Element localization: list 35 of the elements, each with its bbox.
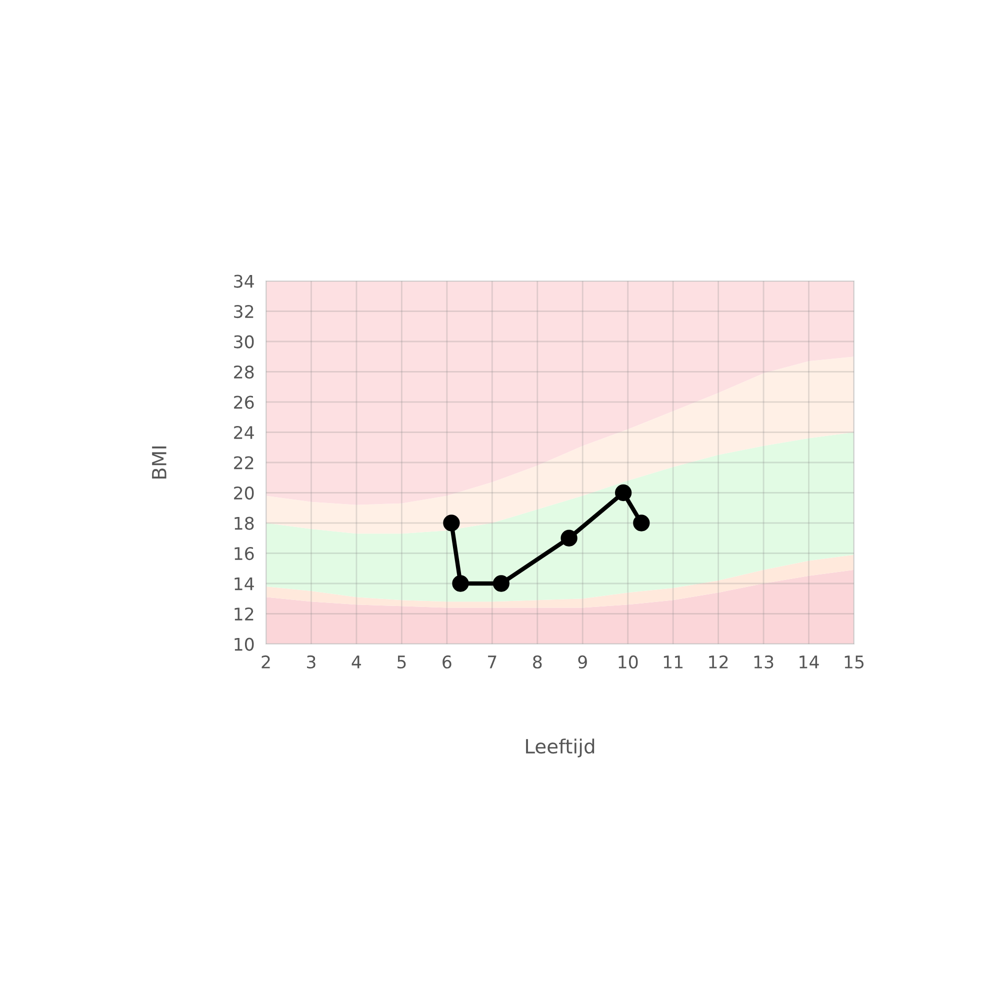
x-tick-label: 6 xyxy=(442,655,452,669)
x-tick-label: 8 xyxy=(533,655,542,669)
y-tick-label: 18 xyxy=(234,516,254,530)
y-tick-label: 16 xyxy=(234,546,254,560)
x-tick-label: 14 xyxy=(800,656,819,668)
y-tick-label: 34 xyxy=(234,274,254,288)
y-tick-label: 32 xyxy=(234,304,254,318)
x-tick-label: 7 xyxy=(488,656,496,668)
x-tick-label: 11 xyxy=(664,656,683,668)
x-tick-label: 15 xyxy=(844,656,864,669)
point xyxy=(443,514,460,532)
x-tick-label: 5 xyxy=(398,656,406,669)
point xyxy=(633,514,650,532)
y-tick-label: 10 xyxy=(234,638,254,651)
y-tick-label: 14 xyxy=(234,577,254,590)
x-tick-label: 2 xyxy=(262,655,270,668)
x-tick-label: 13 xyxy=(754,655,774,669)
x-tick-label: 12 xyxy=(709,655,728,668)
x-tick-label: 4 xyxy=(352,656,362,668)
y-tick-label: 26 xyxy=(234,396,254,409)
point xyxy=(614,484,632,502)
x-tick-label: 9 xyxy=(578,655,587,669)
x-tick-label: 10 xyxy=(618,655,638,669)
y-tick-label: 22 xyxy=(234,456,254,470)
y-tick-label: 20 xyxy=(234,486,254,500)
point xyxy=(492,575,510,592)
y-tick-label: 30 xyxy=(234,335,254,348)
y-axis-title: BMI xyxy=(152,446,166,479)
x-axis-title: Leeftijd xyxy=(526,738,594,758)
y-tick-label: 24 xyxy=(234,426,254,439)
y-tick-label: 12 xyxy=(234,607,254,620)
point xyxy=(560,530,578,546)
x-tick-label: 3 xyxy=(307,655,316,669)
y-tick-label: 28 xyxy=(234,365,254,379)
point xyxy=(452,575,469,592)
